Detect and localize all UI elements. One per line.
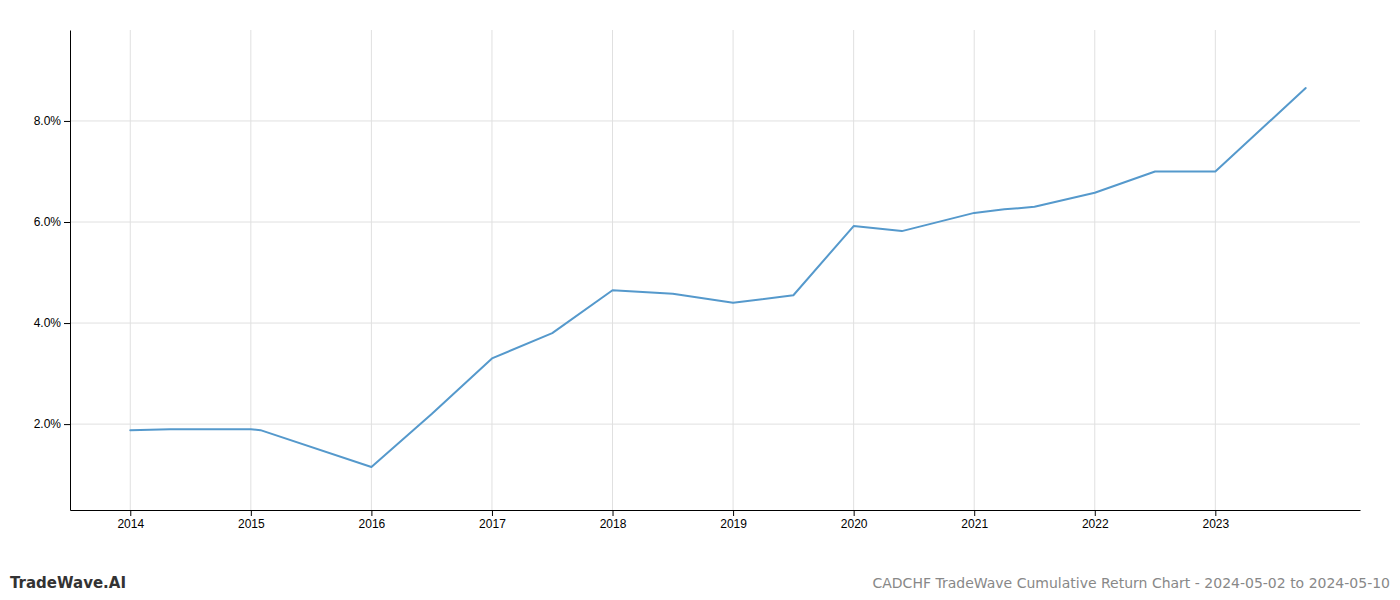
- grid-line: [70, 120, 1360, 121]
- grid-line: [70, 222, 1360, 223]
- tick: 8.0%: [34, 114, 70, 128]
- tick-mark: [64, 424, 70, 425]
- marks: [130, 88, 1305, 467]
- grid-line: [250, 30, 251, 510]
- chart: 2014 2015 2016 2017 2018 2019 2020 2021 2022 2023…: [0, 0, 1400, 600]
- tick-label: 2020: [841, 517, 868, 531]
- tick-label: 2022: [1082, 517, 1109, 531]
- tick-mark: [733, 510, 734, 516]
- tick: 2015: [238, 510, 265, 531]
- tick-label: 8.0%: [34, 114, 62, 128]
- tick-mark: [371, 510, 372, 516]
- x-axis: 2014 2015 2016 2017 2018 2019 2020 2021 2022 2023: [71, 510, 1361, 531]
- watermark: TradeWave.AI: [10, 574, 126, 592]
- tick: 2023: [1202, 510, 1229, 531]
- tick-label: 2016: [359, 517, 386, 531]
- tick-label: 2.0%: [34, 417, 62, 431]
- tick: 2016: [359, 510, 386, 531]
- plot-area: 2014 2015 2016 2017 2018 2019 2020 2021 2022 2023…: [34, 30, 1361, 531]
- tick: 4.0%: [34, 316, 70, 330]
- tick-mark: [130, 510, 131, 516]
- tick: 2018: [600, 510, 627, 531]
- tick: 2022: [1082, 510, 1109, 531]
- tick-label: 2021: [961, 517, 988, 531]
- axis-line: [70, 31, 71, 511]
- tick-label: 2014: [117, 517, 144, 531]
- tick-mark: [1215, 510, 1216, 516]
- tick-mark: [854, 510, 855, 516]
- grid-line: [491, 30, 492, 510]
- tick-label: 6.0%: [34, 215, 62, 229]
- line: [130, 88, 1305, 467]
- grid-line: [1215, 30, 1216, 510]
- tick: 2014: [117, 510, 144, 531]
- grid-line: [371, 30, 372, 510]
- tick-label: 2015: [238, 517, 265, 531]
- tick-mark: [64, 121, 70, 122]
- grid-line: [70, 323, 1360, 324]
- tick-label: 2018: [600, 517, 627, 531]
- tick-mark: [64, 222, 70, 223]
- y-axis: 2.0% 4.0% 6.0% 8.0%: [34, 31, 71, 511]
- tick: 2.0%: [34, 417, 70, 431]
- tick: 2020: [841, 510, 868, 531]
- grid-line: [853, 30, 854, 510]
- tick-mark: [251, 510, 252, 516]
- grid-line: [733, 30, 734, 510]
- grid-line: [1094, 30, 1095, 510]
- tick: 2021: [961, 510, 988, 531]
- tick-label: 2017: [479, 517, 506, 531]
- grid-line: [70, 424, 1360, 425]
- tick-label: 4.0%: [34, 316, 62, 330]
- grid: [70, 30, 1360, 510]
- tick-mark: [64, 323, 70, 324]
- tick-mark: [1095, 510, 1096, 516]
- axis-line: [71, 510, 1361, 511]
- tick-mark: [613, 510, 614, 516]
- grid-line: [974, 30, 975, 510]
- tick: 6.0%: [34, 215, 70, 229]
- tick: 2017: [479, 510, 506, 531]
- tick-mark: [974, 510, 975, 516]
- grid-line: [612, 30, 613, 510]
- tick-label: 2019: [720, 517, 747, 531]
- tick: 2019: [720, 510, 747, 531]
- tick-mark: [492, 510, 493, 516]
- tick-label: 2023: [1202, 517, 1229, 531]
- title: CADCHF TradeWave Cumulative Return Chart…: [872, 575, 1390, 591]
- grid-line: [130, 30, 131, 510]
